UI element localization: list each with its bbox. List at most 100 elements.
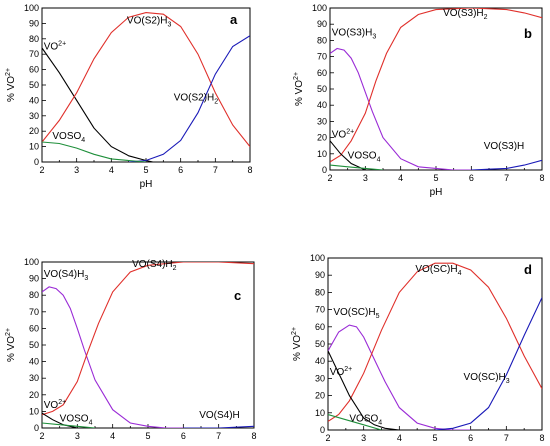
species-label: VO(S4)H3 [44, 269, 89, 282]
y-tick-label: 60 [317, 68, 327, 78]
y-tick-label: 80 [315, 287, 325, 297]
plot-frame [327, 257, 543, 431]
x-tick-label: 2 [39, 165, 44, 175]
y-tick-label: 20 [315, 391, 325, 401]
x-axis-label: pH [140, 179, 153, 190]
y-tick-label: 10 [315, 408, 325, 418]
x-tick-label: 3 [74, 165, 79, 175]
x-tick-label: 3 [75, 431, 80, 441]
y-tick-label: 90 [315, 270, 325, 280]
series-line-vo2- [328, 350, 400, 430]
panel-letter: d [524, 262, 532, 277]
series-line-vo-sc-h4 [328, 262, 542, 422]
y-tick-label: 70 [315, 305, 325, 315]
y-axis-label: % VO2+ [291, 327, 303, 361]
series-line-vo-s3-h3 [330, 47, 472, 170]
species-label: VOSO4 [349, 413, 382, 426]
x-tick-label: 7 [504, 173, 509, 183]
panel-letter: a [230, 12, 238, 27]
y-tick-label: 40 [29, 95, 39, 105]
series-line-voso4 [330, 164, 384, 170]
species-label: VO(S2)H3 [127, 15, 172, 28]
y-tick-label: 40 [29, 357, 39, 367]
x-tick-label: 4 [397, 433, 402, 443]
y-tick-label: 60 [29, 65, 39, 75]
y-tick-label: 70 [317, 52, 327, 62]
y-tick-label: 80 [29, 34, 39, 44]
y-tick-label: 100 [312, 3, 327, 13]
series-line-voso4 [42, 422, 96, 428]
species-label: VO(SC)H5 [333, 307, 379, 320]
y-tick-label: 20 [29, 390, 39, 400]
x-tick-label: 5 [432, 433, 437, 443]
species-label: VO2+ [332, 129, 354, 141]
x-tick-label: 8 [247, 165, 252, 175]
series-line-vo-sc-h3 [434, 297, 542, 430]
x-tick-label: 7 [213, 165, 218, 175]
species-label: VO(SC)H4 [415, 264, 461, 277]
panel-letter: b [524, 26, 532, 41]
y-tick-label: 10 [317, 149, 327, 159]
y-tick-label: 70 [29, 49, 39, 59]
y-axis-label: % VO2+ [293, 72, 305, 106]
y-tick-label: 20 [29, 126, 39, 136]
y-tick-label: 50 [317, 84, 327, 94]
series-line-vo2- [330, 140, 366, 170]
panel-letter: c [234, 288, 241, 303]
y-tick-label: 30 [29, 111, 39, 121]
y-tick-label: 90 [317, 19, 327, 29]
x-tick-label: 5 [433, 173, 438, 183]
y-tick-label: 50 [315, 339, 325, 349]
y-tick-label: 10 [29, 406, 39, 416]
species-label: VOSO4 [348, 151, 381, 164]
y-axis-label: % VO2+ [5, 328, 17, 362]
species-label: VO2+ [330, 366, 352, 378]
y-tick-label: 0 [322, 165, 327, 175]
species-label: VO2+ [44, 399, 66, 411]
y-axis-label: % VO2+ [5, 68, 17, 102]
series-line-vo2- [42, 47, 154, 162]
y-tick-label: 10 [29, 142, 39, 152]
species-label: VO(S4)H2 [132, 259, 177, 272]
x-tick-label: 6 [181, 431, 186, 441]
y-tick-label: 100 [310, 253, 325, 263]
x-tick-label: 8 [539, 173, 544, 183]
x-tick-label: 7 [504, 433, 509, 443]
x-tick-label: 8 [539, 433, 544, 443]
x-tick-label: 6 [469, 173, 474, 183]
y-tick-label: 40 [315, 356, 325, 366]
y-tick-label: 90 [29, 18, 39, 28]
y-tick-label: 80 [29, 290, 39, 300]
y-tick-label: 80 [317, 35, 327, 45]
series-line-vo-s4-h2 [42, 262, 254, 416]
series-line-vo2- [42, 412, 78, 428]
x-tick-label: 5 [143, 165, 148, 175]
y-tick-label: 100 [24, 257, 39, 267]
y-tick-label: 50 [29, 80, 39, 90]
x-tick-label: 2 [39, 431, 44, 441]
x-tick-label: 2 [327, 173, 332, 183]
y-tick-label: 40 [317, 100, 327, 110]
y-tick-label: 20 [317, 133, 327, 143]
species-label: VO(S3)H2 [443, 8, 488, 21]
species-label: VOSO4 [52, 131, 85, 144]
species-label: VO(S3)H3 [332, 28, 377, 41]
x-tick-label: 7 [216, 431, 221, 441]
y-tick-label: 60 [29, 323, 39, 333]
species-label: VO(SC)H3 [464, 372, 510, 385]
series-line-vo-s3-h [471, 159, 542, 170]
series-line-voso4 [328, 413, 382, 430]
x-tick-label: 3 [363, 173, 368, 183]
y-tick-label: 50 [29, 340, 39, 350]
series-line-vo-s4-h [183, 425, 254, 428]
y-tick-label: 30 [317, 116, 327, 126]
series-line-vo-s4-h3 [42, 286, 184, 428]
y-tick-label: 0 [34, 157, 39, 167]
y-tick-label: 30 [315, 373, 325, 383]
species-label: VO2+ [44, 41, 66, 53]
y-tick-label: 60 [315, 322, 325, 332]
